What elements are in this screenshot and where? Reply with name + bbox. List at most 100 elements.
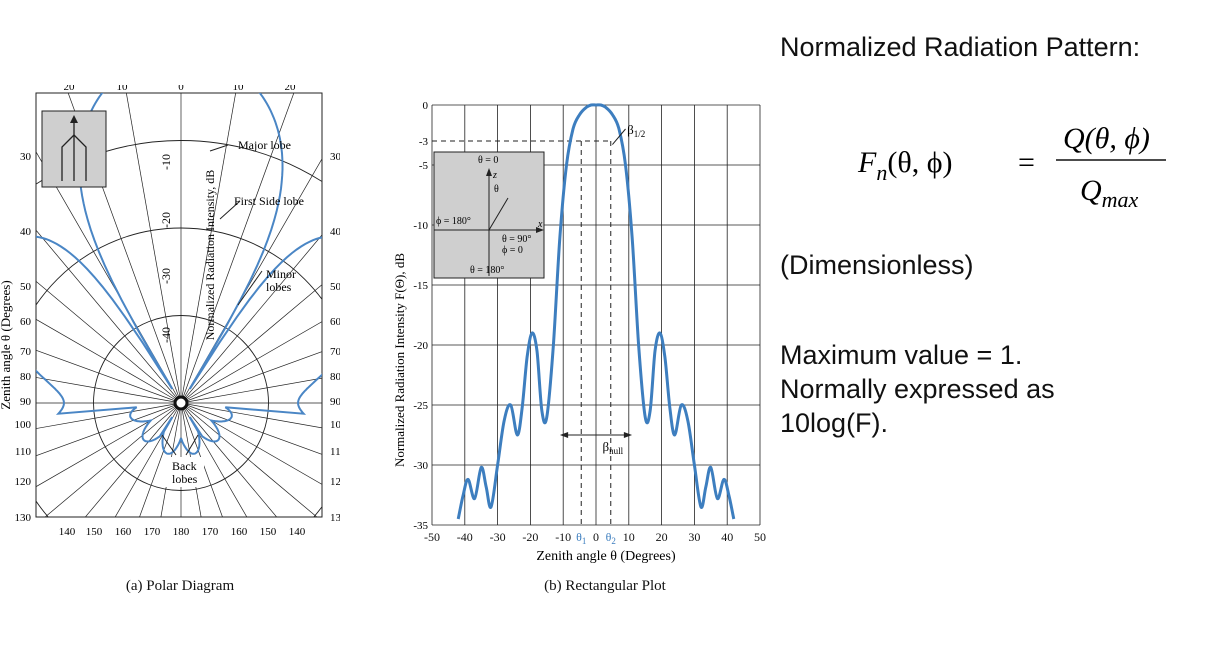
polar-left-tick: 30	[20, 151, 32, 163]
polar-bottom-tick: 140	[289, 526, 306, 538]
polar-spoke	[180, 402, 278, 517]
polar-pattern-line	[36, 93, 322, 455]
rect-y-tick: -15	[413, 280, 428, 292]
dimensionless-label: (Dimensionless)	[780, 250, 974, 280]
rect-annotations: β1/2 βnull	[559, 122, 645, 456]
polar-left-tick: 130	[15, 512, 32, 524]
polar-spoke	[180, 234, 322, 404]
rect-x-tick: θ1	[576, 530, 586, 546]
polar-right-tick: 110	[330, 446, 340, 458]
polar-left-tick: 90	[20, 396, 32, 408]
rect-x-tick: 50	[754, 530, 766, 544]
rect-caption: (b) Rectangular Plot	[544, 578, 666, 594]
polar-left-axis-label: Zenith angle θ (Degrees)	[0, 280, 13, 409]
polar-spoke	[180, 402, 223, 517]
rect-x-tick: 30	[688, 530, 700, 544]
polar-left-tick: 100	[15, 419, 32, 431]
polar-spoke	[36, 402, 182, 429]
polar-bottom-tick: 180	[173, 526, 190, 538]
rect-x-tick: -20	[522, 530, 538, 544]
svg-text:Q(θ, ϕ): Q(θ, ϕ)	[1063, 122, 1150, 155]
polar-spoke	[36, 349, 182, 404]
major-lobe-label: Major lobe	[238, 138, 291, 152]
polar-bottom-tick: 170	[144, 526, 161, 538]
polar-spoke	[180, 402, 322, 429]
polar-right-tick: 90	[330, 396, 340, 408]
polar-spoke	[36, 280, 182, 404]
svg-text:=: =	[1018, 146, 1035, 179]
formula: Fn(θ, ϕ) = Q(θ, ϕ) Qmax	[857, 122, 1166, 212]
polar-spoke	[180, 284, 322, 404]
svg-text:Qmax: Qmax	[1080, 174, 1139, 212]
svg-text:ϕ = 0: ϕ = 0	[502, 245, 523, 256]
polar-left-tick: 40	[20, 226, 32, 238]
polar-diagram: 20 10 0 10 203040506070809010011012013030405…	[0, 85, 340, 538]
polar-ring	[36, 140, 322, 185]
rect-y-tick: -5	[419, 160, 429, 172]
polar-right-tick: 40	[330, 226, 340, 238]
notes: Maximum value = 1. Normally expressed as…	[780, 338, 1055, 440]
rect-x-tick: 40	[721, 530, 733, 544]
polar-db-label: -40	[159, 327, 173, 343]
rect-x-tick: -30	[490, 530, 506, 544]
polar-spoke	[180, 402, 322, 455]
note-line-1: Maximum value = 1.	[780, 340, 1023, 370]
polar-spoke	[180, 402, 202, 517]
rect-x-tick: -10	[555, 530, 571, 544]
rect-x-tick: 20	[656, 530, 668, 544]
polar-spoke	[180, 377, 322, 404]
rect-y-tick: -10	[413, 220, 428, 232]
polar-left-tick: 110	[15, 446, 32, 458]
polar-top-tick: 0	[178, 85, 184, 93]
polar-db-axis-label: Normalized Radiation Intensity, dB	[203, 170, 217, 341]
polar-top-tick: 20	[64, 85, 76, 93]
polar-spoke	[44, 402, 182, 517]
svg-text:Fn(θ, ϕ): Fn(θ, ϕ)	[857, 146, 952, 185]
polar-spoke	[36, 377, 182, 404]
polar-right-tick: 60	[330, 316, 340, 328]
rect-y-tick: -25	[413, 400, 428, 412]
polar-spoke	[139, 402, 182, 517]
polar-right-tick: 80	[330, 371, 340, 383]
minor-lobes-label-1: Minor	[266, 267, 296, 281]
polar-bottom-tick: 160	[115, 526, 132, 538]
polar-bottom-tick: 160	[231, 526, 248, 538]
polar-right-tick: 70	[330, 346, 340, 358]
beta-null-label: βnull	[603, 439, 624, 456]
beta-half-label: β1/2	[627, 122, 645, 139]
svg-text:θ = 90°: θ = 90°	[502, 234, 531, 245]
polar-spoke	[114, 402, 182, 517]
polar-spoke	[180, 402, 318, 517]
polar-db-label: -20	[159, 212, 173, 228]
rect-x-tick: -50	[424, 530, 440, 544]
note-line-2: Normally expressed as	[780, 374, 1055, 404]
polar-bottom-tick: 150	[260, 526, 277, 538]
polar-spoke	[180, 93, 295, 404]
polar-left-tick: 120	[15, 476, 32, 488]
rect-y-tick: -35	[413, 520, 428, 532]
polar-pattern	[36, 93, 322, 455]
polar-spoke	[180, 402, 248, 517]
rect-x-tick: θ2	[606, 530, 616, 546]
polar-bottom-tick: 140	[59, 526, 76, 538]
polar-db-label: -30	[159, 268, 173, 284]
first-side-lobe-label: First Side lobe	[234, 194, 304, 208]
polar-spoke	[160, 402, 182, 517]
polar-bottom-tick: 150	[86, 526, 103, 538]
rect-y-tick: -20	[413, 340, 428, 352]
polar-spoke	[36, 229, 182, 404]
rect-grid	[431, 104, 761, 526]
svg-text:x: x	[537, 219, 543, 230]
polar-spoke	[36, 402, 182, 457]
polar-caption: (a) Polar Diagram	[125, 578, 235, 594]
coordinate-inset: θ = 0 z θ ϕ = 180° x θ = 90° ϕ = 0 θ = 1…	[433, 151, 545, 279]
rect-series	[456, 103, 736, 520]
svg-text:θ = 180°: θ = 180°	[470, 265, 504, 276]
rect-x-tick: -40	[457, 530, 473, 544]
polar-left-tick: 60	[20, 316, 32, 328]
polar-spoke	[180, 402, 322, 485]
polar-annotations: Major lobe First Side lobe Minor lobes B…	[161, 138, 304, 487]
svg-text:z: z	[492, 170, 497, 181]
svg-text:θ: θ	[494, 184, 499, 195]
minor-lobes-label-2: lobes	[266, 280, 292, 294]
